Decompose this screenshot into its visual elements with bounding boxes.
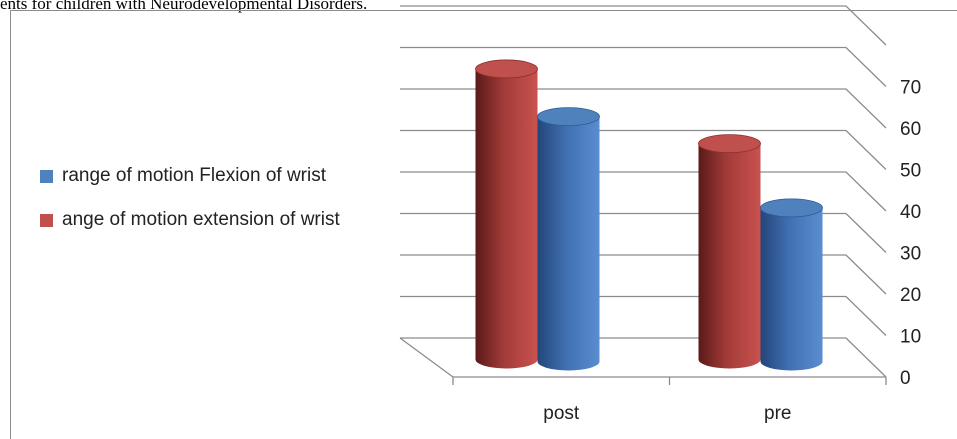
bar-bottom [698, 350, 761, 369]
figure-caption: ents for children with Neurodevelopmenta… [0, 0, 368, 13]
legend-item-flexion: range of motion Flexion of wrist [40, 162, 370, 190]
y-tick-label: 40 [900, 202, 921, 223]
axes [399, 337, 887, 385]
floor-left-edge [399, 337, 454, 378]
y-tick-label: 20 [900, 285, 921, 306]
x-tick-label: pre [764, 403, 791, 424]
tick-labels: 0 10 20 30 40 50 60 70 post pre [543, 78, 921, 425]
gridline [400, 88, 887, 129]
bar [537, 107, 600, 371]
legend-item-extension: ange of motion extension of wrist [40, 206, 370, 234]
bar-top [698, 134, 761, 154]
bar-top [760, 198, 823, 218]
legend-swatch-flexion [40, 170, 53, 183]
bar [698, 134, 761, 369]
y-tick-label: 30 [900, 244, 921, 265]
y-tick-label: 10 [900, 327, 921, 348]
chart-frame [10, 10, 957, 439]
bar [760, 198, 823, 371]
y-tick-label: 50 [900, 161, 921, 182]
gridline [400, 5, 887, 46]
legend-label-extension: ange of motion extension of wrist [62, 209, 340, 230]
y-tick-label: 70 [900, 78, 921, 99]
bar-top [537, 107, 600, 126]
bar [475, 59, 538, 369]
bar-body [698, 143, 761, 360]
legend: range of motion Flexion of wrist ange of… [40, 162, 370, 250]
legend-swatch-extension [40, 214, 53, 227]
y-tick-label: 0 [900, 368, 911, 389]
gridline [400, 46, 887, 87]
bars [475, 59, 823, 371]
gridline [400, 129, 887, 170]
bar-bottom [760, 352, 823, 371]
bar-bottom [537, 352, 600, 371]
bar-top [475, 59, 538, 79]
bar-bottom [475, 350, 538, 369]
bar-body [475, 68, 538, 360]
bar-body [537, 116, 600, 362]
x-tick-label: post [543, 403, 580, 424]
y-tick-label: 60 [900, 119, 921, 140]
bar-body [760, 207, 823, 362]
legend-label-flexion: range of motion Flexion of wrist [62, 165, 327, 186]
